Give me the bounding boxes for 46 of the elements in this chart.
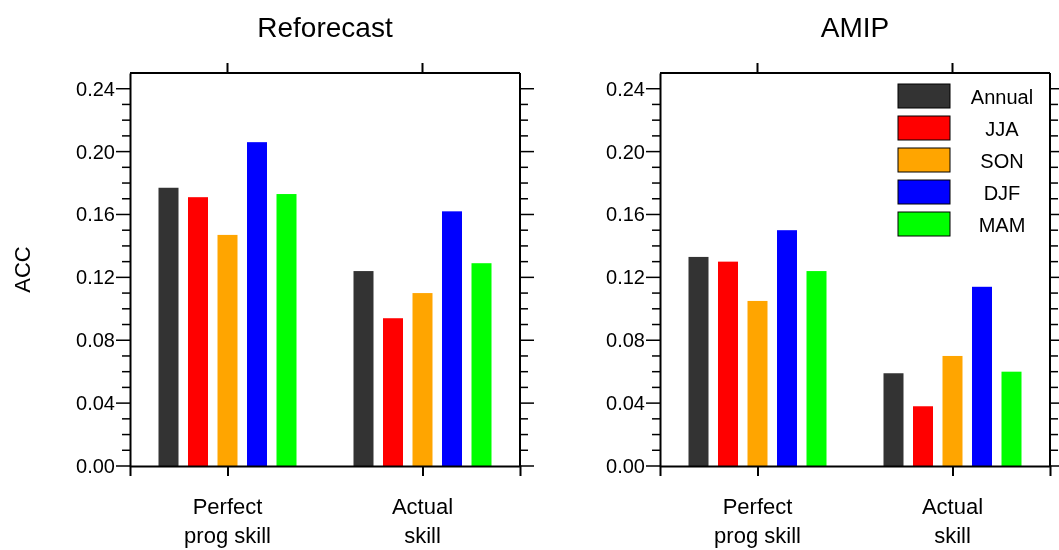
chart-title: AMIP [820,12,890,43]
bar [247,142,267,466]
y-axis-title: ACC [10,246,35,293]
chart-title: Reforecast [257,12,393,43]
y-tick-label: 0.04 [76,392,115,415]
bar [217,234,238,466]
bar [883,373,904,466]
bar [442,211,462,466]
y-tick-label: 0.16 [76,203,115,226]
bar [158,187,179,466]
x-tick-label: Perfect prog skill [184,494,271,548]
bar [806,271,827,466]
y-tick-label: 0.20 [606,140,645,163]
bar [353,271,374,466]
legend-label: DJF [983,182,1021,204]
bar [688,256,709,466]
x-tick-label: Actual skill [921,494,984,548]
x-tick-label: Actual skill [391,494,454,548]
y-tick-label: 0.08 [606,329,645,352]
x-tick-label: Perfect prog skill [714,494,801,548]
bar [777,230,797,466]
bar [1001,371,1022,466]
bar [188,197,208,466]
legend-label: MAM [978,214,1026,236]
bar [747,300,768,466]
y-tick-label: 0.24 [606,77,645,100]
text: 0.00 [606,454,645,477]
bar [972,286,992,466]
y-tick-label: 0.16 [606,203,645,226]
legend-label: Annual [970,86,1034,108]
bar [412,293,433,466]
y-tick-label: 0.12 [76,266,115,289]
bar [471,263,492,466]
legend-label: JJA [985,118,1020,140]
bar [276,194,297,466]
y-tick-label: 0.20 [76,140,115,163]
y-tick-label: 0.08 [76,329,115,352]
legend-label: SON [980,150,1024,172]
text: 0.00 [76,454,115,477]
bar [383,318,403,466]
y-tick-label: 0.12 [606,266,645,289]
y-tick-label: 0.04 [606,392,645,415]
bar [913,406,933,466]
y-tick-label: 0.24 [76,77,115,100]
bar [942,355,963,466]
bar [718,261,738,466]
